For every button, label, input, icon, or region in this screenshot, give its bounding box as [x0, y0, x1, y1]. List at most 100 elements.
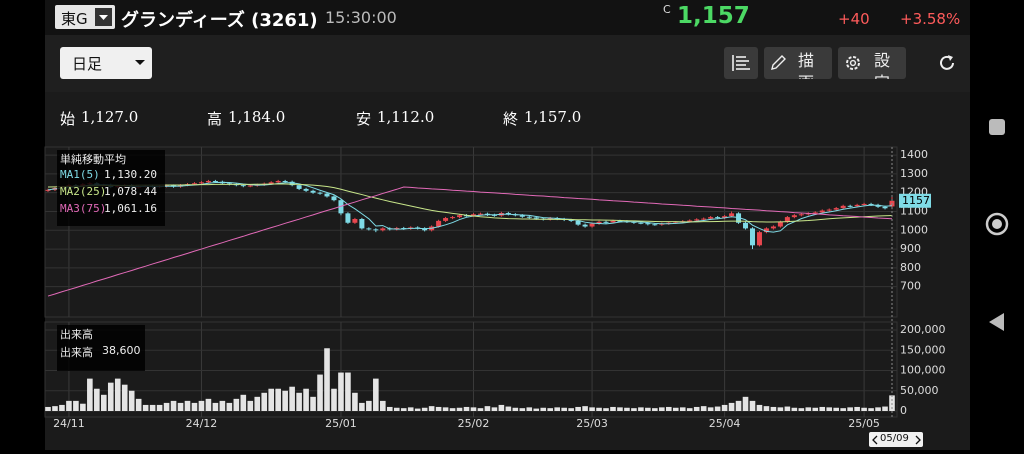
panel-border: [44, 146, 898, 318]
volume-bar: [310, 396, 316, 411]
settings-button[interactable]: 設定: [838, 47, 906, 79]
volume-bar: [128, 390, 135, 411]
legend-value: 1,078.44: [104, 185, 157, 198]
volume-bar: [463, 406, 470, 411]
volume-bar: [435, 406, 442, 411]
volume-bar: [589, 407, 595, 411]
panel-border: [44, 321, 898, 418]
candle-body: [240, 185, 246, 187]
candle-body: [289, 181, 295, 186]
stock-name: グランディーズ (3261): [121, 10, 318, 31]
draw-label: 描画: [798, 51, 815, 79]
ma-line: [47, 186, 893, 297]
header-bar: [45, 0, 970, 35]
candle-body: [882, 206, 888, 209]
volume-bar: [456, 407, 463, 411]
period-label: 日足: [72, 55, 103, 73]
volume-bar: [373, 378, 379, 411]
volume-bar: [114, 378, 121, 411]
volume-bar: [596, 407, 602, 411]
volume-bar: [345, 372, 351, 411]
period-select[interactable]: 日足: [60, 47, 152, 79]
summary-label: 始: [60, 110, 76, 128]
volume-bar: [233, 398, 240, 411]
volume-bar: [665, 406, 672, 411]
volume-bar: [149, 404, 156, 411]
volume-bar: [73, 400, 79, 411]
legend-value: 1,130.20: [104, 168, 157, 181]
y-tick-label: 900: [900, 242, 921, 255]
volume-bar: [777, 407, 784, 411]
summary-value: 1,157.0: [524, 108, 582, 126]
volume-bar: [505, 406, 512, 411]
candle-body: [352, 218, 358, 223]
candle-body: [247, 185, 253, 187]
volume-bar: [219, 400, 226, 411]
candle-body: [854, 204, 860, 207]
volume-bar: [240, 394, 247, 411]
volume-bar: [540, 407, 547, 411]
volume-bar: [428, 406, 435, 411]
volume-bar: [763, 406, 770, 411]
recent-apps[interactable]: [989, 119, 1005, 135]
refresh-icon[interactable]: [936, 52, 958, 74]
volume-bar: [352, 392, 358, 411]
candle-body: [763, 228, 769, 233]
chevron-right: [915, 435, 921, 445]
volume-bar: [296, 392, 302, 411]
y-tick-label: 1000: [900, 223, 928, 236]
volume-bar: [414, 408, 421, 411]
volume-bar: [561, 407, 567, 411]
candle-body: [296, 185, 302, 189]
volume-bar: [254, 396, 261, 411]
volume-bar: [868, 408, 874, 411]
candle-body: [756, 232, 762, 246]
legend-value: 38,600: [102, 344, 141, 357]
volume-bar: [94, 388, 100, 411]
volume-bar: [393, 407, 400, 411]
indicator-button[interactable]: [724, 47, 758, 79]
volume-bar: [400, 408, 407, 411]
candle-body: [826, 209, 832, 211]
volume-bar: [526, 407, 533, 411]
volume-bar: [652, 408, 658, 411]
volume-bar: [226, 402, 233, 411]
home[interactable]: [985, 212, 1009, 236]
volume-bar: [749, 400, 756, 411]
volume-bar: [80, 403, 86, 411]
candle-body: [226, 183, 232, 185]
x-tick-label: 25/02: [458, 417, 490, 430]
candle-body: [533, 217, 539, 219]
volume-bar: [554, 407, 560, 411]
y-tick-label: 0: [900, 404, 907, 417]
volume-bar: [212, 402, 219, 411]
legend-name: 出来高: [60, 346, 93, 359]
volume-bar: [819, 406, 826, 411]
volume-bar: [366, 400, 372, 411]
legend-title: 出来高: [60, 328, 93, 341]
cursor-date-label: 05/09: [880, 433, 909, 444]
legend-name: MA2(25): [60, 185, 107, 198]
candle-body: [205, 181, 211, 183]
back[interactable]: [989, 313, 1004, 331]
cursor-date[interactable]: 05/09: [869, 432, 923, 447]
candle-body: [373, 229, 379, 231]
volume-bar: [659, 407, 665, 411]
ma-legend: 単純移動平均 MA1(5) 1,130.20 MA2(25) 1,078.44 …: [57, 150, 165, 226]
draw-button[interactable]: 描画: [764, 47, 832, 79]
legend-title: 単純移動平均: [60, 153, 126, 166]
market-select[interactable]: 東G: [55, 5, 115, 29]
volume-bar: [45, 406, 51, 411]
candle-body: [491, 214, 497, 216]
candle-body: [282, 181, 288, 183]
change-percent: +3.58%: [900, 10, 961, 28]
dropdown-box: [95, 8, 112, 26]
volume-bar: [714, 406, 721, 411]
volume-bar: [721, 404, 728, 411]
candle-body: [477, 213, 483, 215]
candle-body: [603, 221, 609, 223]
home-dot: [992, 219, 1002, 229]
price-flag: C: [663, 3, 671, 16]
volume-bar: [861, 407, 867, 411]
